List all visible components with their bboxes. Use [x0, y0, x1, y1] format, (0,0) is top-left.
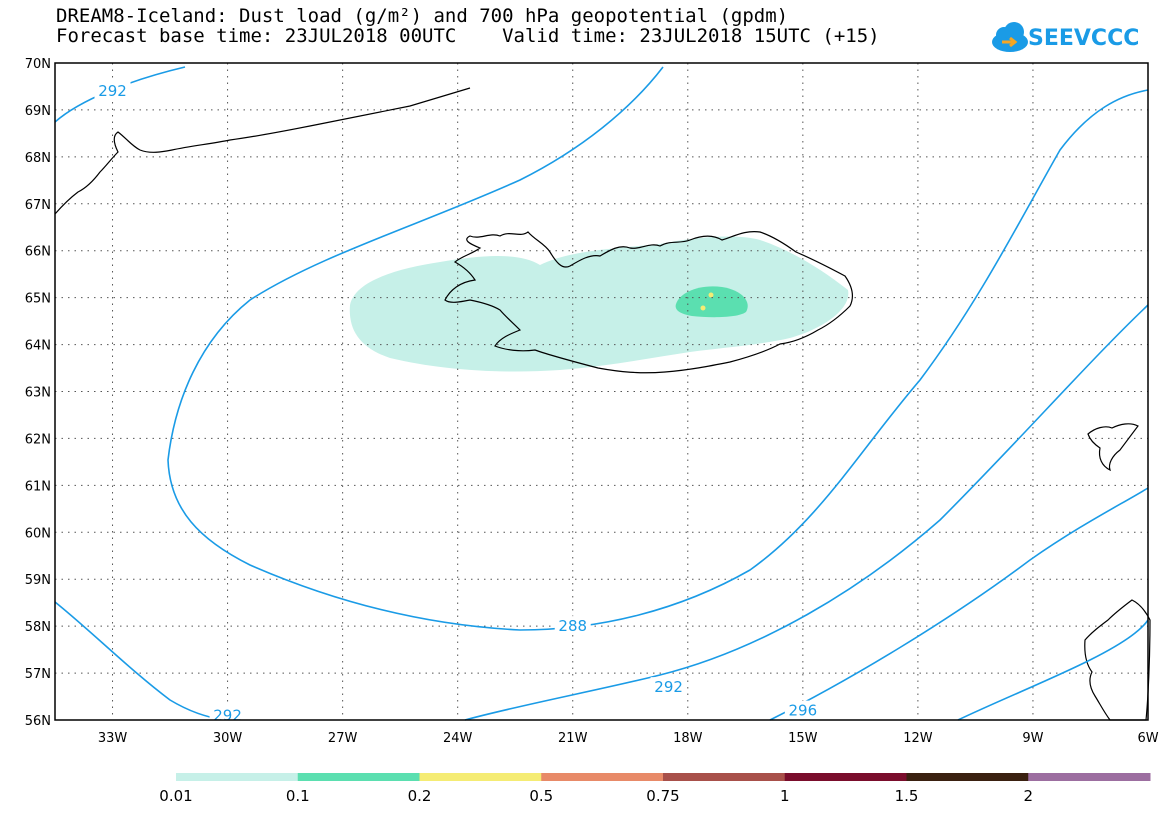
legend-label: 1.5	[895, 787, 919, 805]
map-frame	[54, 62, 1149, 721]
legend-swatch	[784, 773, 907, 781]
legend-swatch	[1028, 773, 1151, 781]
contour-label: 296	[789, 702, 818, 720]
contour-label-bg	[554, 616, 591, 635]
contour-line	[167, 66, 1149, 631]
legend-swatch	[176, 773, 299, 781]
lat-tick-label: 58N	[25, 620, 51, 635]
lon-tick-label: 27W	[328, 731, 358, 746]
lat-tick-label: 68N	[25, 151, 51, 166]
legend-label: 0.2	[408, 787, 432, 805]
legend-label: 0.01	[159, 787, 192, 805]
lat-tick-label: 60N	[25, 526, 51, 541]
contour-label-bg	[94, 81, 131, 100]
lon-tick-label: 6W	[1137, 731, 1158, 746]
lon-tick-label: 12W	[903, 731, 933, 746]
legend-label: 2	[1023, 787, 1033, 805]
lat-tick-label: 70N	[25, 57, 51, 72]
contour-line	[54, 601, 226, 721]
faroe-coast	[1087, 423, 1139, 472]
dust-field	[349, 236, 849, 372]
dust-region-mid	[675, 286, 748, 318]
contour-labels: 292 288 292 292 296	[94, 81, 821, 724]
legend-swatch	[541, 773, 664, 781]
contour-label-bg	[209, 705, 246, 724]
contour-label-bg	[784, 700, 821, 719]
lat-tick-label: 59N	[25, 573, 51, 588]
lon-tick-label: 9W	[1022, 731, 1043, 746]
legend-label: 0.5	[529, 787, 553, 805]
legend-label: 0.1	[286, 787, 310, 805]
chart-subtitle: Forecast base time: 23JUL2018 00UTC Vali…	[56, 25, 880, 47]
dust-region-high	[708, 292, 714, 298]
lat-tick-label: 56N	[25, 714, 51, 729]
scotland-coast	[1084, 599, 1151, 721]
legend-swatch	[663, 773, 786, 781]
contour-label-bg	[650, 677, 687, 696]
iceland-coast	[444, 231, 854, 374]
dust-region-high	[700, 305, 706, 311]
coastlines	[54, 87, 1151, 721]
lon-tick-label: 30W	[213, 731, 243, 746]
logo-text: SEEVCCC	[1028, 26, 1140, 51]
contour-label: 288	[558, 617, 587, 635]
lon-tick-label: 18W	[673, 731, 703, 746]
contour-label: 292	[654, 678, 683, 696]
lon-tick-label: 21W	[558, 731, 588, 746]
greenland-coast	[54, 87, 471, 215]
lat-tick-label: 69N	[25, 104, 51, 119]
seevccc-logo: SEEVCCC	[990, 20, 1140, 60]
lon-tick-label: 15W	[788, 731, 818, 746]
lat-tick-label: 64N	[25, 339, 51, 354]
cloud-icon	[992, 22, 1028, 52]
lat-tick-label: 67N	[25, 198, 51, 213]
legend-label: 1	[780, 787, 790, 805]
lon-tick-label: 24W	[443, 731, 473, 746]
dust-region-low	[349, 236, 849, 372]
contour-line	[464, 304, 1149, 721]
lat-tick-label: 63N	[25, 386, 51, 401]
color-legend: 0.01 0.1 0.2 0.5 0.75 1 1.5 2	[159, 773, 1151, 805]
chart-title: DREAM8-Iceland: Dust load (g/m²) and 700…	[56, 5, 789, 27]
legend-swatch	[906, 773, 1029, 781]
legend-swatch	[419, 773, 542, 781]
lat-tick-label: 57N	[25, 667, 51, 682]
contour-line	[769, 487, 1149, 721]
contour-label: 292	[213, 706, 242, 724]
lat-tick-label: 65N	[25, 292, 51, 307]
lat-tick-label: 61N	[25, 479, 51, 494]
map-grid	[55, 63, 1148, 720]
contour-line	[957, 619, 1149, 721]
legend-swatch	[297, 773, 420, 781]
lon-tick-label: 33W	[98, 731, 128, 746]
lat-tick-label: 66N	[25, 245, 51, 260]
legend-label: 0.75	[646, 787, 679, 805]
contour-label: 292	[98, 82, 127, 100]
geopotential-contours	[54, 66, 1149, 721]
lat-tick-label: 62N	[25, 432, 51, 447]
axis-labels: 33W 30W 27W 24W 21W 18W 15W 12W 9W 6W 70N 69N 68N 67N…	[25, 57, 1159, 746]
